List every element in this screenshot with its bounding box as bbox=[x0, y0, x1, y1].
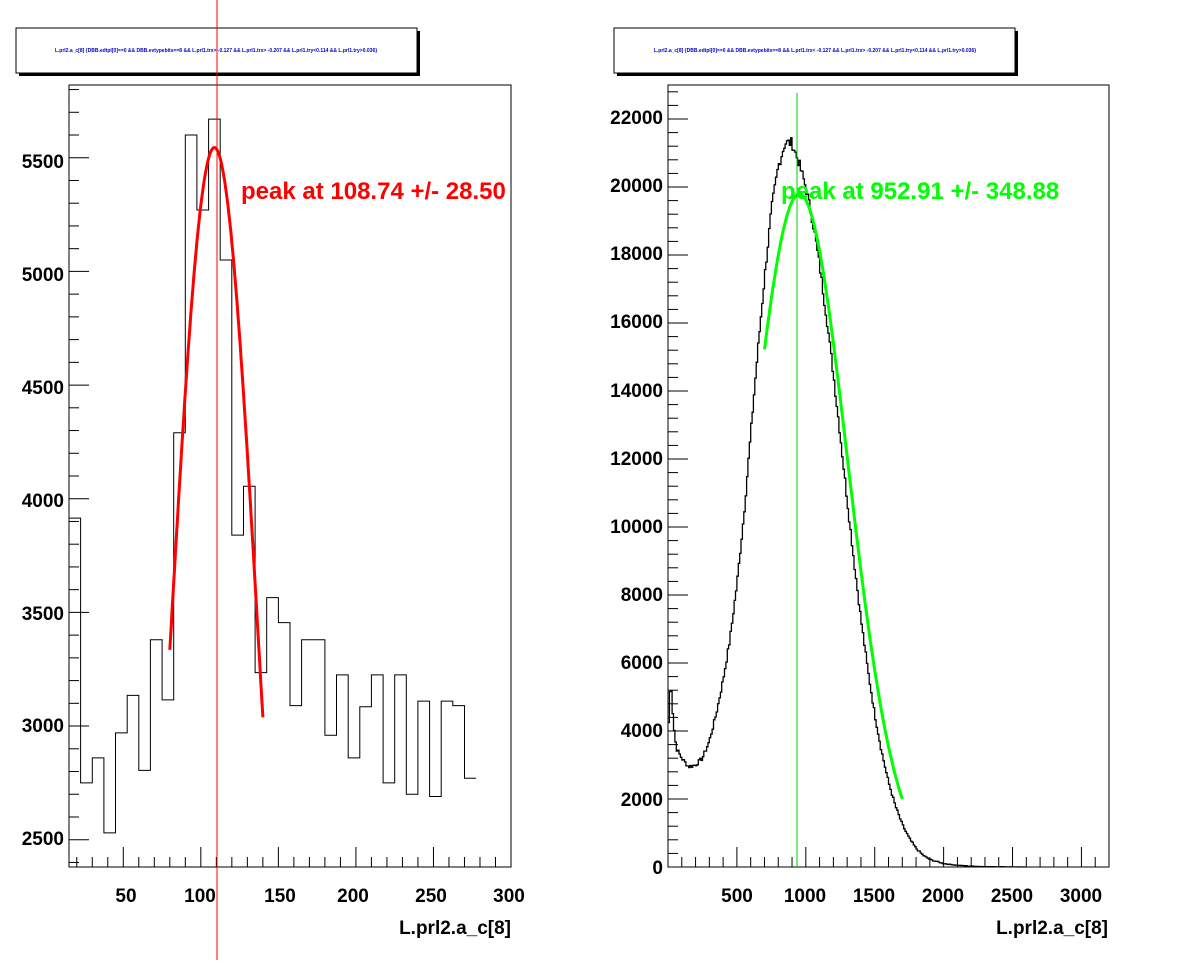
histogram-bin bbox=[360, 706, 372, 708]
left-title-text: L.prl2.a_c[8] {DBB.edtpl[0]==0 && DBB.ev… bbox=[55, 48, 377, 54]
histogram-bin bbox=[441, 700, 453, 702]
histogram-bin bbox=[348, 757, 360, 759]
histogram-bin bbox=[81, 782, 93, 784]
histogram-bin bbox=[127, 694, 139, 696]
left-xtick-label: 50 bbox=[115, 886, 136, 907]
right-xtick-label: 2000 bbox=[922, 886, 964, 907]
histogram-bin bbox=[116, 732, 128, 734]
right-xtick-label: 3000 bbox=[1060, 886, 1102, 907]
right-ytick-label: 8000 bbox=[621, 585, 663, 606]
left-ytick-label: 2500 bbox=[22, 829, 64, 850]
histogram-bin bbox=[185, 134, 197, 136]
histogram-bin bbox=[69, 517, 81, 519]
gaussian-fit-line bbox=[763, 192, 904, 800]
left-ytick-label: 4000 bbox=[22, 491, 64, 512]
right-xtick-label: 2500 bbox=[991, 886, 1033, 907]
histogram-bin bbox=[209, 118, 221, 120]
histogram-outline bbox=[69, 118, 477, 834]
histogram-bin bbox=[406, 793, 418, 795]
right-ytick-label: 12000 bbox=[610, 449, 663, 470]
right-title-text: L.prl2.a_c[8] {DBB.edtpl[0]==0 && DBB.ev… bbox=[654, 48, 976, 54]
left-xtick-label: 100 bbox=[184, 886, 216, 907]
right-title-box: L.prl2.a_c[8] {DBB.edtpl[0]==0 && DBB.ev… bbox=[613, 27, 1018, 76]
right-x-axis bbox=[667, 847, 1110, 867]
left-xtick-label: 200 bbox=[337, 886, 369, 907]
left-ytick-label: 5500 bbox=[22, 152, 64, 173]
right-ytick-label: 10000 bbox=[610, 517, 663, 538]
histogram-bin bbox=[418, 700, 430, 702]
right-xtick-label: 1500 bbox=[853, 886, 895, 907]
histogram-bin bbox=[302, 639, 314, 641]
histogram-bin bbox=[150, 639, 162, 641]
right-ytick-label: 6000 bbox=[621, 653, 663, 674]
histogram-bin bbox=[92, 757, 104, 759]
histogram-bin bbox=[371, 674, 383, 676]
left-xtick-label: 250 bbox=[415, 886, 447, 907]
histogram-bin bbox=[232, 534, 244, 536]
right-ytick-label: 2000 bbox=[621, 790, 663, 811]
histogram-bin bbox=[430, 796, 442, 798]
left-fit-curve bbox=[168, 146, 265, 718]
histogram-outline bbox=[668, 137, 1027, 868]
histogram-bin bbox=[464, 777, 476, 779]
right-x-axis-title: L.prl2.a_c[8] bbox=[996, 918, 1108, 939]
right-ytick-label: 16000 bbox=[610, 312, 663, 333]
left-x-axis bbox=[76, 847, 512, 867]
right-ytick-label: 14000 bbox=[610, 381, 663, 402]
right-ytick-label: 22000 bbox=[610, 108, 663, 129]
right-fit-curve bbox=[763, 192, 904, 800]
histogram-bin bbox=[139, 769, 151, 771]
right-panel: L.prl2.a_c[8] {DBB.edtpl[0]==0 && DBB.ev… bbox=[610, 27, 1110, 939]
histogram-bin bbox=[220, 259, 232, 261]
right-histogram bbox=[668, 137, 1027, 868]
right-xtick-label: 1000 bbox=[784, 886, 826, 907]
histogram-bin bbox=[313, 639, 325, 641]
right-y-axis bbox=[668, 91, 688, 868]
gaussian-fit-line bbox=[168, 146, 265, 718]
left-y-axis bbox=[69, 89, 89, 863]
right-xtick-label: 500 bbox=[721, 886, 753, 907]
left-title-box: L.prl2.a_c[8] {DBB.edtpl[0]==0 && DBB.ev… bbox=[15, 27, 420, 76]
left-ytick-label: 5000 bbox=[22, 265, 64, 286]
histogram-bin bbox=[267, 597, 279, 599]
right-ytick-label: 20000 bbox=[610, 176, 663, 197]
histogram-bin bbox=[395, 674, 407, 676]
left-histogram bbox=[69, 118, 477, 834]
histogram-bin bbox=[383, 782, 395, 784]
histogram-bin bbox=[337, 674, 349, 676]
histogram-bin bbox=[162, 699, 174, 701]
histogram-bin bbox=[453, 705, 465, 707]
right-ytick-label: 18000 bbox=[610, 244, 663, 265]
histogram-bin bbox=[104, 832, 116, 834]
right-ytick-label: 4000 bbox=[621, 721, 663, 742]
left-panel: L.prl2.a_c[8] {DBB.edtpl[0]==0 && DBB.ev… bbox=[15, 0, 525, 960]
right-ytick-label: 0 bbox=[652, 858, 663, 879]
left-ytick-label: 3500 bbox=[22, 604, 64, 625]
histogram-bin bbox=[290, 705, 302, 707]
left-x-axis-title: L.prl2.a_c[8] bbox=[399, 918, 511, 939]
histogram-bin bbox=[325, 734, 337, 736]
left-peak-annotation: peak at 108.74 +/- 28.50 bbox=[241, 178, 506, 205]
left-xtick-label: 150 bbox=[264, 886, 296, 907]
left-ytick-label: 3000 bbox=[22, 716, 64, 737]
left-ytick-label: 4500 bbox=[22, 378, 64, 399]
left-xtick-label: 300 bbox=[493, 886, 525, 907]
right-peak-annotation: peak at 952.91 +/- 348.88 bbox=[781, 178, 1059, 205]
histogram-bin bbox=[278, 622, 290, 624]
